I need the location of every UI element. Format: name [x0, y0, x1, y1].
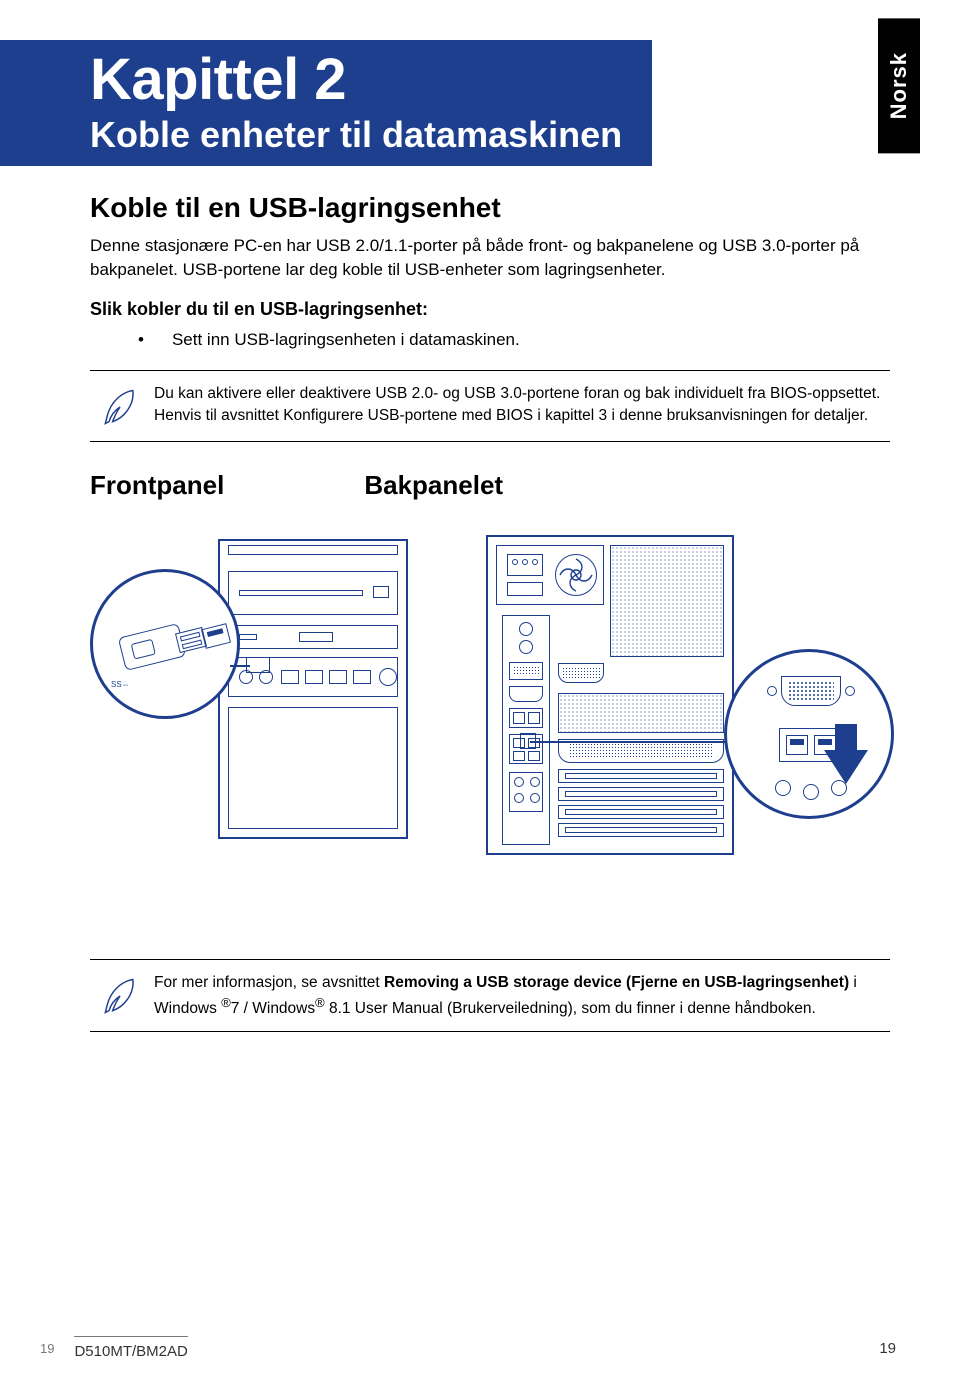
backpanel-diagram [476, 529, 890, 899]
howto-bullet-text: Sett inn USB-lagringsenheten i datamaski… [172, 330, 520, 350]
note2-rest: 8.1 User Manual (Brukerveiledning), som … [325, 1000, 816, 1017]
footer-model: D510MT/BM2AD [74, 1336, 187, 1360]
note1-text: Du kan aktivere eller deaktivere USB 2.0… [150, 383, 890, 426]
note2-win7: 7 / Windows [231, 1000, 315, 1017]
chapter-title: Kapittel 2 [90, 50, 622, 111]
chapter-header: Kapittel 2 Koble enheter til datamaskine… [90, 40, 890, 166]
backpanel-heading: Bakpanelet [364, 470, 503, 501]
reg-mark-icon: ® [221, 995, 231, 1010]
frontpanel-diagram: SS⇔ [90, 529, 416, 859]
chapter-subtitle: Koble enheter til datamaskinen [90, 115, 622, 155]
reg-mark-icon: ® [315, 995, 325, 1010]
note2-bold: Removing a USB storage device (Fjerne en… [384, 974, 849, 991]
howto-bullet: • Sett inn USB-lagringsenheten i datamas… [138, 330, 890, 350]
feather-icon [90, 383, 150, 429]
feather-icon [90, 972, 150, 1018]
page-footer: 19 D510MT/BM2AD 19 [0, 1336, 960, 1360]
frontpanel-heading: Frontpanel [90, 470, 224, 501]
note2-text: For mer informasjon, se avsnittet Removi… [150, 972, 890, 1019]
bullet-dot-icon: • [138, 330, 144, 350]
note-callout-1: Du kan aktivere eller deaktivere USB 2.0… [90, 370, 890, 442]
note2-prefix: For mer informasjon, se avsnittet [154, 974, 384, 991]
intro-paragraph: Denne stasjonære PC-en har USB 2.0/1.1-p… [90, 234, 890, 281]
page-number-left: 19 [40, 1341, 54, 1356]
section-heading: Koble til en USB-lagringsenhet [90, 192, 890, 224]
page-number-right: 19 [879, 1340, 896, 1357]
note-callout-2: For mer informasjon, se avsnittet Removi… [90, 959, 890, 1032]
howto-heading: Slik kobler du til en USB-lagringsenhet: [90, 299, 890, 320]
